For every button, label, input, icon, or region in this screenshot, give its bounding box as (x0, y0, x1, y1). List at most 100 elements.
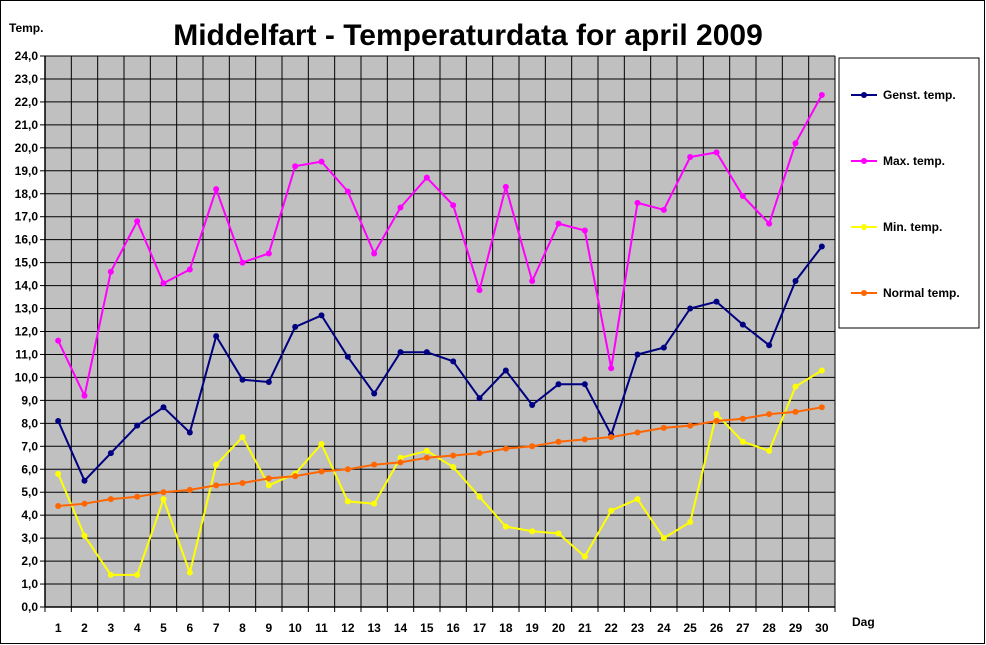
data-point (450, 202, 457, 209)
x-tick-label: 22 (604, 621, 618, 635)
data-point (792, 277, 799, 284)
data-point (186, 266, 193, 273)
data-point (239, 434, 246, 441)
y-tick-label: 14,0 (15, 279, 39, 293)
data-point (134, 493, 141, 500)
data-point (81, 392, 88, 399)
data-point (344, 466, 351, 473)
legend-label: Max. temp. (883, 154, 945, 168)
x-tick-label: 29 (789, 621, 803, 635)
data-point (581, 381, 588, 388)
chart-title: Middelfart - Temperaturdata for april 20… (173, 19, 763, 52)
data-point (818, 243, 825, 250)
data-point (186, 429, 193, 436)
data-point (608, 365, 615, 372)
data-point (292, 163, 299, 170)
data-point (265, 475, 272, 482)
data-point (713, 418, 720, 425)
x-tick-label: 16 (446, 621, 460, 635)
y-tick-label: 22,0 (15, 95, 39, 109)
data-point (555, 438, 562, 445)
legend-swatch-marker (861, 92, 867, 98)
y-tick-label: 20,0 (15, 141, 39, 155)
legend-label: Min. temp. (883, 220, 942, 234)
data-point (766, 447, 773, 454)
y-tick-label: 21,0 (15, 118, 39, 132)
series-2 (55, 92, 825, 399)
y-tick-label: 6,0 (21, 462, 38, 476)
data-point (450, 463, 457, 470)
data-point (634, 496, 641, 503)
data-point (81, 500, 88, 507)
data-point (766, 411, 773, 418)
data-point (660, 424, 667, 431)
data-point (713, 411, 720, 418)
data-point (792, 140, 799, 147)
data-point (213, 186, 220, 193)
legend-item: Min. temp. (851, 220, 942, 234)
data-point (55, 502, 62, 509)
data-point (344, 353, 351, 360)
series-line (57, 369, 823, 576)
data-point (397, 454, 404, 461)
data-point (529, 277, 536, 284)
data-point (792, 383, 799, 390)
data-point (318, 468, 325, 475)
data-point (160, 489, 167, 496)
series-line (57, 94, 823, 397)
data-point (134, 571, 141, 578)
x-tick-label: 17 (473, 621, 487, 635)
series-group (55, 92, 825, 578)
y-tick-label: 13,0 (15, 302, 39, 316)
data-point (81, 532, 88, 539)
data-point (423, 454, 430, 461)
grid-lines (44, 55, 836, 608)
y-tick-label: 19,0 (15, 164, 39, 178)
data-point (397, 204, 404, 211)
data-point (634, 199, 641, 206)
data-point (265, 250, 272, 257)
data-point (134, 218, 141, 225)
data-point (107, 268, 114, 275)
data-point (265, 482, 272, 489)
x-tick-label: 25 (683, 621, 697, 635)
data-point (529, 401, 536, 408)
y-tick-label: 10,0 (15, 370, 39, 384)
data-point (660, 206, 667, 213)
data-point (55, 337, 62, 344)
data-point (687, 154, 694, 161)
legend-item: Normal temp. (851, 286, 960, 300)
data-point (371, 500, 378, 507)
data-point (397, 459, 404, 466)
data-point (581, 553, 588, 560)
y-tick-label: 4,0 (21, 508, 38, 522)
y-tick-label: 9,0 (21, 393, 38, 407)
data-point (186, 486, 193, 493)
data-point (107, 496, 114, 503)
series-1 (55, 243, 825, 484)
x-tick-label: 23 (631, 621, 645, 635)
data-point (687, 305, 694, 312)
y-tick-label: 11,0 (15, 347, 38, 361)
data-point (739, 438, 746, 445)
data-point (55, 470, 62, 477)
data-point (739, 193, 746, 200)
x-tick-label: 15 (420, 621, 434, 635)
data-point (660, 535, 667, 542)
data-point (502, 445, 509, 452)
x-tick-label: 20 (552, 621, 566, 635)
data-point (818, 367, 825, 374)
data-point (502, 523, 509, 530)
legend-label: Genst. temp. (883, 88, 956, 102)
x-tick-label: 24 (657, 621, 671, 635)
data-point (634, 351, 641, 358)
y-tick-label: 1,0 (21, 577, 38, 591)
legend-swatch-marker (861, 290, 867, 296)
data-point (213, 461, 220, 468)
series-4 (55, 404, 825, 509)
x-tick-label: 8 (239, 621, 246, 635)
data-point (423, 349, 430, 356)
x-tick-label: 19 (525, 621, 539, 635)
